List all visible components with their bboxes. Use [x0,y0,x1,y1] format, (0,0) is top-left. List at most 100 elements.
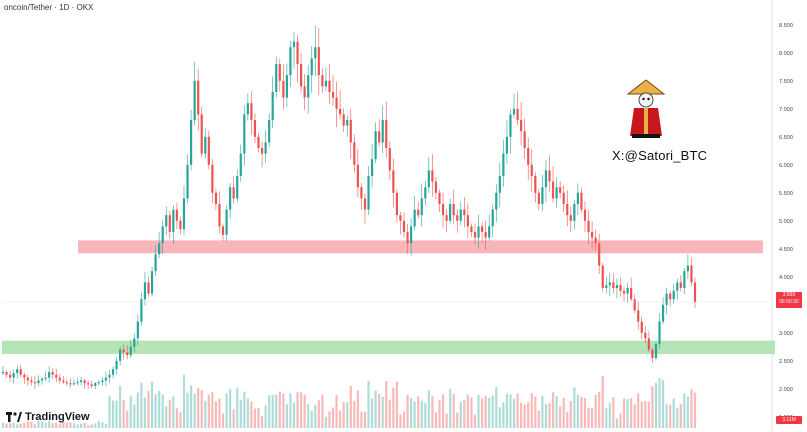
volume-bar [55,422,58,428]
candle-body [417,209,420,216]
volume-bar [143,397,147,428]
candle-body [175,209,178,221]
volume-bar [630,398,633,428]
candle-body [108,374,111,378]
volume-tag: 3.11M [776,416,802,424]
volume-bar [158,390,161,428]
volume-bar [292,402,296,428]
candle-body [207,136,210,165]
candle-body [463,209,466,216]
volume-bar [133,404,136,428]
y-tick-label: 2.000 [779,387,793,393]
volume-bar [661,380,665,428]
candle-body [452,204,455,216]
volume-bar [275,394,278,428]
volume-bar [406,395,409,428]
candle-body [250,103,253,120]
candle-body [388,148,391,171]
volume-bar [480,398,484,428]
volume-bar [23,422,26,428]
y-tick-label: 6.000 [779,163,793,169]
volume-bar [441,394,445,428]
volume-bar [370,398,374,428]
candle-body [37,380,40,384]
candle-body [342,114,345,126]
candle-body [402,220,406,232]
candle-body [236,176,239,199]
candle-body [289,47,292,76]
volume-bar [612,397,615,428]
volume-bar [381,396,384,428]
volume-bar [683,393,686,428]
volume-bar [175,408,178,428]
candle-body [314,47,317,59]
candle-body [573,204,576,221]
volume-bar [87,424,90,428]
candle-body [693,282,697,302]
volume-bar [534,396,537,428]
candle-countdown: 06:50:30 [779,299,799,305]
candle-body [214,192,218,204]
candle-body [299,64,303,87]
volume-bar [523,404,526,428]
author-watermark: X:@Satori_BTC [612,148,708,163]
y-tick-label: 3.000 [779,331,793,337]
candle-body [431,170,434,182]
candle-body [353,142,356,165]
candle-body [19,369,22,375]
volume-bar [615,418,619,428]
volume-bar [594,395,597,428]
candle-body [271,92,274,120]
volume-bar [544,404,548,428]
volume-bar [165,406,168,428]
candle-body [683,271,686,288]
volume-bar [360,411,363,428]
candle-body [505,136,509,154]
y-tick-label: 8.500 [779,23,793,29]
candle-body [8,374,12,378]
candle-body [243,114,246,154]
volume-bar [324,416,328,428]
volume-bar [349,385,352,428]
chart-title: oncoin/Tether · 1D · OKX [4,3,94,12]
volume-bar [633,404,636,428]
candle-body [612,282,615,288]
volume-bar [72,423,76,428]
candle-body [527,148,530,165]
volume-bar [491,395,494,428]
volume-bar [516,393,519,428]
candle-body [537,192,540,204]
volume-bar [512,398,516,428]
candle-body [544,170,548,188]
candle-body [473,232,477,238]
volume-bar [424,402,427,428]
candle-body [87,383,90,385]
volume-bar [686,396,690,428]
volume-bar [271,395,274,428]
candle-body [530,164,533,176]
volume-bar [147,390,150,428]
candle-body [229,187,232,210]
candle-body [310,58,313,76]
candle-body [449,204,452,221]
volume-bar [232,409,235,428]
candle-body [65,382,68,384]
candle-body [172,209,175,232]
candle-body [335,97,338,109]
volume-bar [417,396,420,428]
price-zones [2,240,775,355]
candle-body [413,209,416,227]
volume-bar [583,398,587,428]
volume-bar [193,393,196,428]
candle-body [630,288,633,300]
y-tick-label: 4.000 [779,275,793,281]
candle-body [622,290,626,294]
volume-bar [693,392,697,428]
volume-bar [342,401,345,428]
volume-bar [310,410,313,428]
volume-bar [676,407,679,428]
candle-body [218,204,221,227]
volume-bar [321,394,324,428]
candle-body [438,192,441,204]
